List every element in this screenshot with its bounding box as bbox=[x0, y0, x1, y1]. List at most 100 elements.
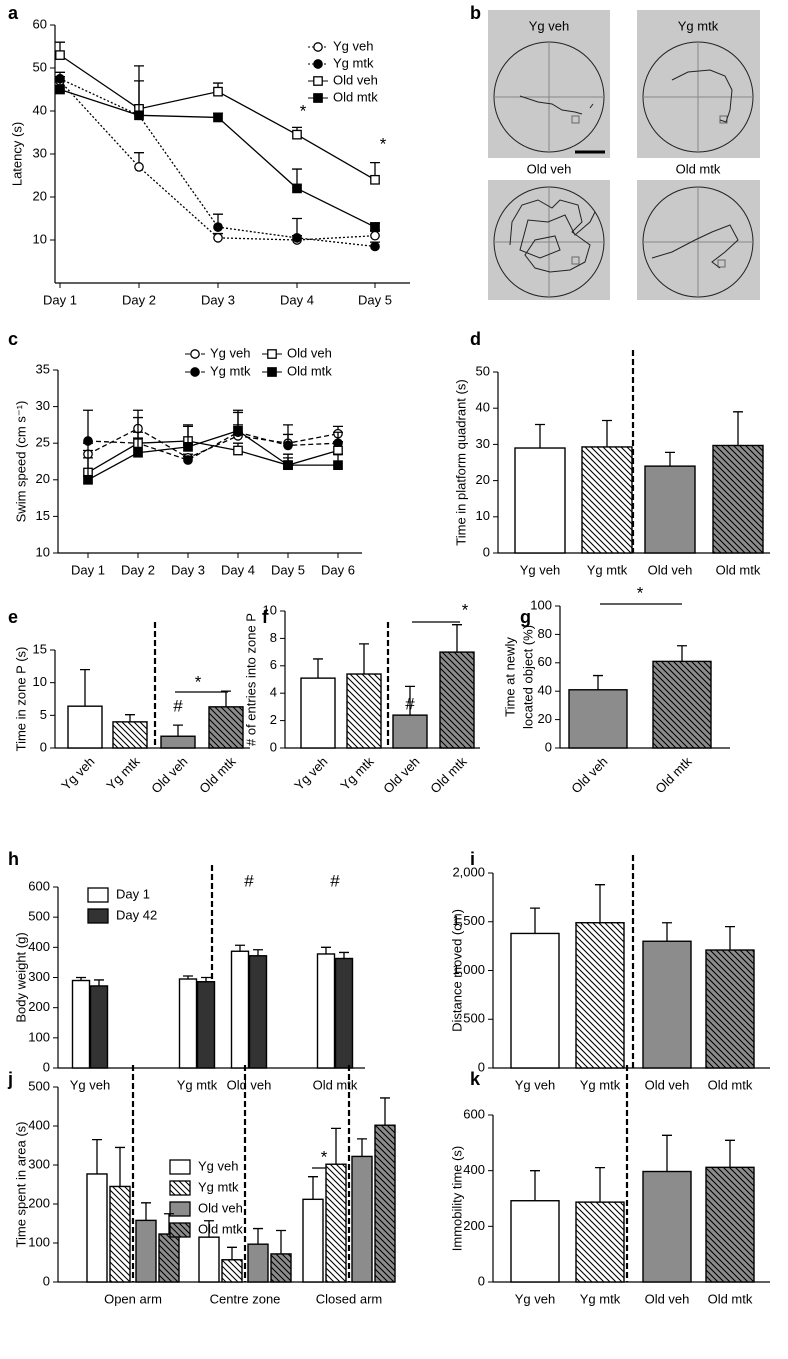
marker bbox=[213, 112, 223, 123]
series-line bbox=[87, 440, 339, 474]
error-bar bbox=[134, 80, 144, 116]
y-tick-label: 100 bbox=[530, 597, 552, 612]
bar bbox=[196, 981, 216, 1069]
error-bar bbox=[662, 1134, 672, 1172]
bar bbox=[346, 673, 382, 749]
y-tick-label: 10 bbox=[33, 231, 47, 246]
marker bbox=[134, 110, 144, 121]
legend-marker bbox=[267, 349, 277, 359]
series-line bbox=[87, 430, 338, 481]
track bbox=[651, 224, 739, 269]
x-tick-label: Old mtk bbox=[313, 1077, 358, 1092]
annotation: * bbox=[462, 600, 469, 619]
x-tick-label: Day 2 bbox=[122, 292, 156, 307]
error-bar bbox=[357, 1138, 367, 1157]
panel-letter: h bbox=[8, 849, 19, 869]
marker bbox=[133, 447, 143, 458]
panel-letter: k bbox=[470, 1069, 481, 1089]
error-bar bbox=[83, 409, 93, 442]
annotation: * bbox=[321, 1147, 328, 1166]
error-bar bbox=[405, 685, 415, 716]
error-bar bbox=[602, 419, 612, 447]
y-tick-label: 200 bbox=[463, 1218, 485, 1233]
bar bbox=[109, 1185, 131, 1283]
x-tick-label: Yg mtk bbox=[337, 754, 377, 794]
image-caption: Yg mtk bbox=[678, 18, 719, 33]
x-tick-label: Old mtk bbox=[427, 754, 470, 797]
x-tick-label: Yg veh bbox=[515, 1077, 555, 1092]
legend-swatch bbox=[169, 1180, 191, 1196]
legend-marker bbox=[313, 93, 323, 103]
error-bar bbox=[80, 668, 90, 707]
marker bbox=[292, 183, 302, 194]
bar bbox=[351, 1155, 373, 1283]
error-bar bbox=[677, 645, 687, 662]
track bbox=[509, 199, 596, 273]
x-tick-label: Day 6 bbox=[321, 562, 355, 577]
x-tick-label: Old mtk bbox=[708, 1291, 753, 1306]
marker bbox=[370, 241, 380, 252]
bar bbox=[86, 1173, 108, 1283]
bar bbox=[71, 979, 91, 1069]
legend-swatch bbox=[169, 1222, 191, 1238]
legend-marker bbox=[267, 367, 277, 377]
bar bbox=[392, 714, 428, 749]
y-tick-label: 20 bbox=[33, 188, 47, 203]
y-tick-label: 40 bbox=[476, 400, 490, 415]
annotation: # bbox=[244, 871, 254, 890]
error-bar bbox=[94, 979, 104, 986]
y-tick-label: 0 bbox=[483, 544, 490, 559]
x-tick-label: Day 5 bbox=[358, 292, 392, 307]
legend-label: Yg veh bbox=[198, 1158, 238, 1173]
y-tick-label: 4 bbox=[270, 685, 277, 700]
error-bar bbox=[321, 946, 331, 954]
bar bbox=[581, 446, 633, 554]
y-axis-label: Distance moved (cm) bbox=[449, 909, 464, 1032]
annotation: # bbox=[330, 871, 340, 890]
x-tick-label: Old mtk bbox=[196, 754, 239, 797]
x-tick-label: Day 5 bbox=[271, 562, 305, 577]
error-bar bbox=[359, 643, 369, 675]
bar bbox=[705, 949, 755, 1069]
bar bbox=[178, 978, 198, 1069]
legend-swatch bbox=[169, 1159, 191, 1175]
y-axis-label: Swim speed (cm s⁻¹) bbox=[13, 401, 28, 523]
y-axis-label: Time in platform quadrant (s) bbox=[453, 379, 468, 545]
marker bbox=[292, 233, 302, 243]
panel-letter: e bbox=[8, 607, 18, 627]
y-tick-label: 1,500 bbox=[452, 913, 485, 928]
bar bbox=[221, 1259, 243, 1283]
y-tick-label: 40 bbox=[538, 683, 552, 698]
y-tick-label: 300 bbox=[28, 1156, 50, 1171]
marker bbox=[370, 174, 380, 185]
annotation: # bbox=[173, 696, 183, 715]
legend-label: Yg mtk bbox=[210, 363, 251, 378]
bar bbox=[247, 1243, 269, 1283]
annotation: * bbox=[300, 101, 307, 120]
legend-marker bbox=[313, 59, 323, 69]
bar bbox=[575, 1201, 625, 1283]
legend-swatch bbox=[87, 887, 109, 903]
panel-letter: b bbox=[470, 3, 481, 23]
marker bbox=[292, 129, 302, 140]
panel-letter: d bbox=[470, 329, 481, 349]
y-tick-label: 600 bbox=[28, 878, 50, 893]
x-tick-label: Day 4 bbox=[280, 292, 314, 307]
y-tick-label: 10 bbox=[36, 544, 50, 559]
y-tick-label: 400 bbox=[28, 1117, 50, 1132]
error-bar bbox=[221, 690, 231, 707]
x-tick-label: Yg veh bbox=[58, 754, 97, 793]
legend-label: Old mtk bbox=[287, 363, 332, 378]
y-axis-label: Immobility time (s) bbox=[449, 1146, 464, 1251]
y-tick-label: 400 bbox=[28, 939, 50, 954]
x-tick-label: Day 1 bbox=[43, 292, 77, 307]
series-line bbox=[87, 427, 339, 459]
bar bbox=[644, 465, 696, 554]
error-bar bbox=[276, 1229, 286, 1254]
bar bbox=[705, 1166, 755, 1283]
error-bar bbox=[339, 951, 349, 959]
track bbox=[519, 95, 594, 115]
image-caption: Old mtk bbox=[676, 161, 721, 176]
marker bbox=[233, 445, 243, 456]
